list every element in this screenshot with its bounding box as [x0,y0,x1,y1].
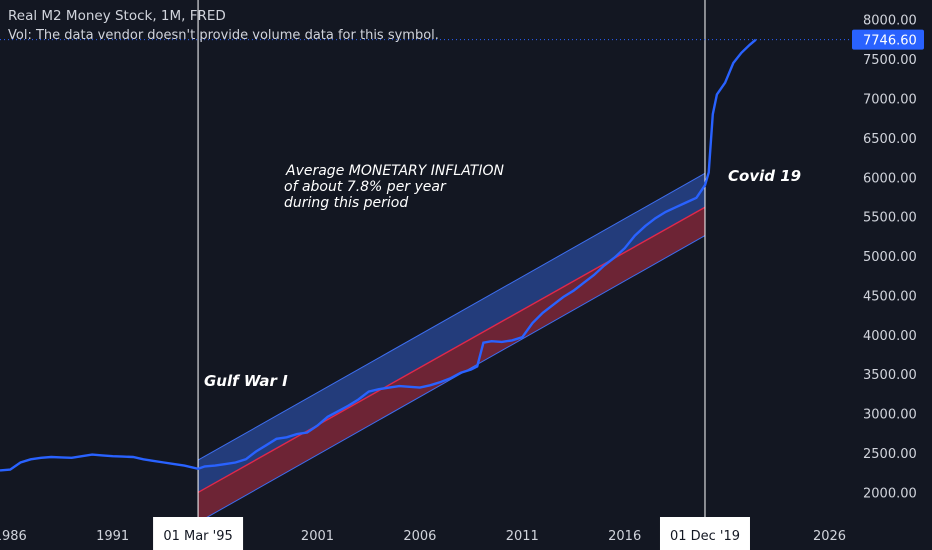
channel-mid-line[interactable] [197,206,706,494]
inflation-note-line1: Average MONETARY INFLATION [285,163,504,179]
highlight-date-2019: 01 Dec '19 [670,529,740,544]
symbol-title[interactable]: Real M2 Money Stock, 1M, FRED [8,8,226,24]
time-tick-label: 2026 [813,529,846,544]
annotations: Gulf War I Covid 19 Average MONETARY INF… [204,163,801,390]
time-tick-label: 1991 [96,529,129,544]
channel-upper-line[interactable] [197,172,706,461]
price-tick-label: 5500.00 [863,211,917,226]
covid-label: Covid 19 [728,167,801,185]
price-tick-label: 7000.00 [863,92,917,107]
price-tick-label: 5000.00 [863,250,917,265]
time-tick-label: 2011 [506,529,539,544]
price-tick-label: 8000.00 [863,14,917,29]
price-tick-label: 4500.00 [863,289,917,304]
event-markers [197,0,706,524]
time-tick-label: 2001 [301,529,334,544]
chart-legend: Real M2 Money Stock, 1M, FRED Vol: The d… [8,6,439,46]
price-tick-label: 3000.00 [863,408,917,423]
m2-series-line [0,38,757,472]
last-price-label: 7746.60 [863,34,917,49]
channel-upper-band [198,173,705,493]
highlight-date-1995-box [153,517,244,550]
time-tick-label: 2016 [608,529,641,544]
channel-lower-band [198,207,705,523]
regression-channel[interactable] [197,172,706,523]
price-axis[interactable]: 8000.00 7500.00 7000.00 6500.00 6000.00 5500.… [852,14,924,502]
gulf-war-label: Gulf War I [204,372,288,390]
time-tick-label: 1986 [0,529,27,544]
price-tick-label: 3500.00 [863,368,917,383]
time-tick-label: 2006 [403,529,436,544]
highlight-date-2019-box [659,517,750,550]
inflation-note-line3: during this period [284,195,408,211]
price-tick-label: 2000.00 [863,486,917,501]
volume-note: Vol: The data vendor doesn't provide vol… [8,28,439,43]
highlight-date-1995: 01 Mar '95 [163,529,232,544]
inflation-note-line2: of about 7.8% per year [284,179,447,195]
price-tick-label: 6000.00 [863,171,917,186]
time-axis[interactable]: 1986 1991 2001 2006 2011 2016 2026 01 Mar '95 01… [0,517,846,550]
price-tick-label: 7500.00 [863,53,917,68]
last-price-badge [852,29,924,50]
price-tick-label: 4000.00 [863,329,917,344]
price-tick-label: 6500.00 [863,132,917,147]
price-tick-label: 2500.00 [863,447,917,462]
